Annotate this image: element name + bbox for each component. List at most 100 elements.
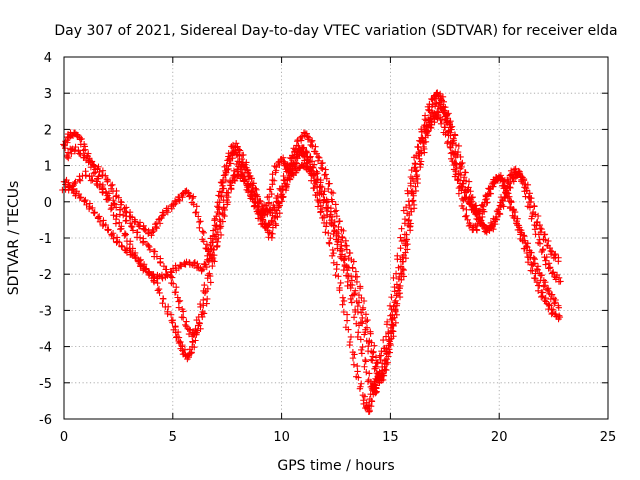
data-point-track-d-120 <box>196 218 203 226</box>
data-point-track-b-330 <box>386 302 394 309</box>
x-tick-label: 5 <box>169 430 177 445</box>
data-point-track-d-186 <box>258 209 266 217</box>
data-point-track-c-369 <box>447 150 455 157</box>
data-point-track-b-171 <box>238 155 246 163</box>
data-point-track-d-385 <box>445 110 452 117</box>
data-point-track-d-243 <box>310 163 317 171</box>
data-point-track-a-347 <box>350 361 358 368</box>
data-point-track-d-352 <box>414 179 421 187</box>
data-point-track-a-123 <box>191 343 198 351</box>
data-point-track-a-29 <box>91 209 98 217</box>
data-point-track-d-238 <box>306 154 314 161</box>
data-point-track-c-44 <box>127 222 135 230</box>
data-point-track-b-344 <box>401 215 409 223</box>
data-point-track-b-350 <box>407 180 414 187</box>
data-point-track-d-399 <box>457 153 464 161</box>
data-point-track-d-138 <box>214 242 221 249</box>
data-point-track-d-214 <box>284 176 291 183</box>
data-point-track-b-511 <box>555 278 563 285</box>
data-point-track-d-316 <box>378 372 385 380</box>
data-point-track-d-315 <box>379 376 387 384</box>
data-point-track-c-432 <box>506 198 513 205</box>
data-point-track-d-149 <box>224 199 231 206</box>
y-tick-label: 2 <box>44 123 52 138</box>
data-point-track-b-272 <box>333 213 341 220</box>
data-point-track-c-381 <box>458 187 465 194</box>
data-point-track-b-282 <box>341 242 349 249</box>
data-point-track-c-424 <box>500 177 507 185</box>
data-point-track-c-67 <box>163 271 171 279</box>
data-point-track-a-232 <box>266 186 273 193</box>
data-point-track-c-433 <box>507 203 514 211</box>
data-point-track-c-375 <box>455 170 462 177</box>
data-point-track-c-71 <box>169 280 177 287</box>
data-point-track-d-404 <box>462 169 469 176</box>
data-point-track-c-385 <box>462 194 469 202</box>
data-point-track-a-17 <box>76 194 84 202</box>
data-point-track-d-441 <box>496 210 504 218</box>
data-point-track-a-147 <box>207 242 214 250</box>
data-point-track-d-317 <box>379 367 386 374</box>
data-point-track-a-369 <box>365 402 373 409</box>
data-point-track-d-328 <box>389 321 396 328</box>
data-point-track-c-445 <box>520 232 527 239</box>
data-point-track-d-152 <box>228 185 235 193</box>
data-point-track-c-438 <box>514 215 521 222</box>
data-point-track-b-256 <box>317 164 325 172</box>
data-point-track-d-237 <box>307 153 314 160</box>
data-point-track-a-137 <box>200 296 207 304</box>
data-point-track-c-262 <box>347 295 354 303</box>
data-point-track-d-249 <box>317 179 324 186</box>
data-point-track-a-327 <box>333 265 340 273</box>
data-point-track-b-280 <box>342 237 350 245</box>
data-point-track-d-115 <box>193 203 200 210</box>
data-point-track-c-45 <box>129 227 137 234</box>
data-point-track-d-208 <box>279 194 287 201</box>
data-point-track-a-335 <box>339 301 346 308</box>
y-tick-label: -3 <box>39 304 52 319</box>
data-point-track-b-323 <box>380 336 387 344</box>
data-point-track-a-590 <box>538 293 545 301</box>
data-point-track-d-361 <box>419 139 427 147</box>
data-point-track-d-331 <box>392 306 399 313</box>
data-point-track-b-283 <box>343 246 351 253</box>
data-point-track-a-591 <box>539 292 546 300</box>
data-point-track-d-58 <box>131 218 138 226</box>
data-point-track-c-7 <box>70 181 77 189</box>
data-point-track-a-310 <box>317 208 325 215</box>
data-point-track-d-391 <box>448 126 455 133</box>
data-point-track-c-461 <box>534 266 542 273</box>
data-point-track-b-503 <box>549 268 557 276</box>
data-point-track-a-20 <box>82 196 89 204</box>
data-point-track-d-202 <box>271 214 278 222</box>
data-point-track-d-268 <box>333 232 341 240</box>
data-point-track-b-109 <box>177 263 185 270</box>
data-point-track-d-324 <box>385 342 392 349</box>
data-point-track-c-282 <box>367 378 375 386</box>
data-point-track-d-1 <box>65 154 72 162</box>
data-point-track-c-102 <box>200 310 208 317</box>
data-point-track-c-440 <box>513 219 520 227</box>
data-point-track-c-10 <box>76 177 84 184</box>
data-point-track-c-477 <box>547 295 555 303</box>
data-point-track-c-75 <box>174 294 181 301</box>
data-point-track-c-277 <box>361 363 368 370</box>
data-point-track-c-364 <box>445 132 452 139</box>
data-point-track-d-154 <box>226 178 234 185</box>
data-point-track-b-155 <box>226 157 233 164</box>
data-point-track-c-404 <box>481 199 488 206</box>
data-point-track-c-37 <box>116 211 124 218</box>
data-point-track-a-508 <box>463 212 470 219</box>
data-point-track-b-86 <box>149 271 156 278</box>
data-point-track-d-140 <box>215 235 222 242</box>
data-point-track-d-246 <box>312 170 320 178</box>
data-point-track-c-112 <box>209 262 216 270</box>
data-point-track-b-360 <box>414 143 421 151</box>
data-point-track-a-103 <box>175 339 183 347</box>
data-point-track-b-504 <box>548 270 556 277</box>
data-point-track-d-212 <box>282 182 290 190</box>
data-point-track-c-106 <box>204 295 211 303</box>
data-point-track-d-362 <box>422 138 430 146</box>
data-point-track-b-345 <box>400 207 407 214</box>
